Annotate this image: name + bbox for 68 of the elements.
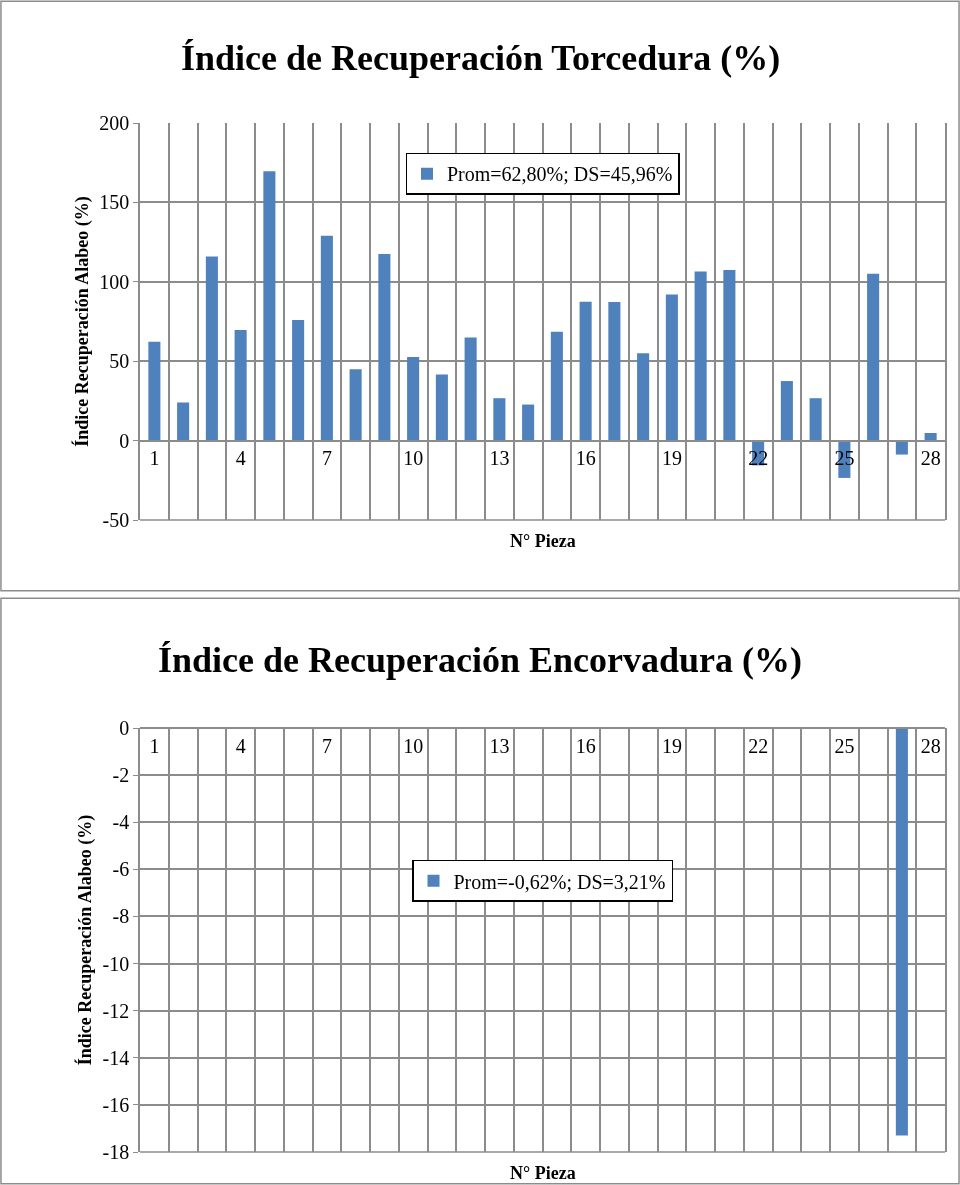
bar bbox=[579, 301, 592, 441]
bar bbox=[234, 330, 247, 441]
y-tick-label: -8 bbox=[112, 905, 130, 928]
bar bbox=[493, 398, 506, 441]
bar bbox=[809, 398, 822, 441]
bar bbox=[464, 337, 477, 441]
bar bbox=[148, 341, 161, 441]
y-axis-title: Índice Recuperación Alabeo (%) bbox=[74, 814, 97, 1066]
x-axis-title: N° Pieza bbox=[510, 531, 576, 551]
bar bbox=[522, 404, 535, 441]
bar bbox=[780, 381, 793, 441]
legend-label: Prom=-0,62%; DS=3,21% bbox=[453, 870, 666, 893]
y-tick-label: -50 bbox=[102, 509, 130, 531]
bar bbox=[205, 256, 218, 441]
x-tick-label: 7 bbox=[321, 734, 332, 757]
bar bbox=[694, 271, 707, 441]
bar bbox=[867, 273, 880, 441]
x-tick-label: 22 bbox=[748, 734, 769, 757]
bar bbox=[407, 356, 420, 441]
bar bbox=[665, 294, 678, 441]
bar bbox=[435, 374, 448, 441]
x-tick-label: 4 bbox=[235, 447, 246, 470]
bar bbox=[378, 254, 391, 441]
bar bbox=[320, 235, 333, 441]
x-tick-label: 1 bbox=[149, 734, 160, 757]
x-tick-label: 28 bbox=[920, 734, 941, 757]
legend-label: Prom=62,80%; DS=45,96% bbox=[447, 163, 673, 186]
x-tick-label: 4 bbox=[235, 734, 246, 757]
x-tick-label: 13 bbox=[489, 447, 510, 470]
y-tick-label: -16 bbox=[102, 1093, 130, 1116]
x-tick-label: 7 bbox=[321, 447, 332, 470]
y-tick-label: 0 bbox=[119, 429, 130, 452]
y-tick-label: -10 bbox=[102, 952, 130, 975]
x-tick-label: 1 bbox=[149, 447, 160, 470]
y-tick-label: -6 bbox=[112, 858, 130, 881]
y-axis-title: Índice Recuperación Alabeo (%) bbox=[70, 196, 93, 447]
bar bbox=[292, 319, 305, 441]
bar bbox=[263, 171, 276, 441]
y-tick-label: -18 bbox=[102, 1141, 130, 1163]
y-tick-label: 200 bbox=[99, 112, 130, 134]
bar bbox=[550, 331, 563, 441]
x-tick-label: 25 bbox=[834, 734, 855, 757]
bar bbox=[637, 353, 650, 441]
bar bbox=[723, 269, 736, 441]
x-tick-label: 19 bbox=[661, 447, 682, 470]
chart-title: Índice de Recuperación Encorvadura (%) bbox=[158, 640, 802, 680]
x-tick-label: 28 bbox=[920, 447, 941, 470]
y-tick-label: -12 bbox=[102, 999, 130, 1022]
y-tick-label: 50 bbox=[109, 350, 130, 373]
bar bbox=[895, 440, 908, 455]
bar bbox=[177, 402, 190, 441]
y-tick-label: -2 bbox=[112, 764, 130, 787]
y-tick-label: 0 bbox=[119, 717, 130, 739]
y-tick-label: -14 bbox=[102, 1046, 130, 1069]
y-tick-label: 150 bbox=[99, 191, 130, 214]
x-tick-label: 10 bbox=[403, 734, 424, 757]
y-tick-label: 100 bbox=[99, 270, 130, 293]
bar bbox=[349, 369, 362, 441]
x-tick-label: 16 bbox=[575, 447, 596, 470]
x-tick-label: 16 bbox=[575, 734, 596, 757]
bar bbox=[608, 301, 621, 441]
y-tick-label: -4 bbox=[112, 811, 130, 834]
x-tick-label: 13 bbox=[489, 734, 510, 757]
bar bbox=[924, 432, 937, 441]
chart-title: Índice de Recuperación Torcedura (%) bbox=[181, 38, 781, 78]
x-tick-label: 10 bbox=[403, 447, 424, 470]
x-axis-title: N° Pieza bbox=[510, 1163, 576, 1183]
x-tick-label: 19 bbox=[661, 734, 682, 757]
